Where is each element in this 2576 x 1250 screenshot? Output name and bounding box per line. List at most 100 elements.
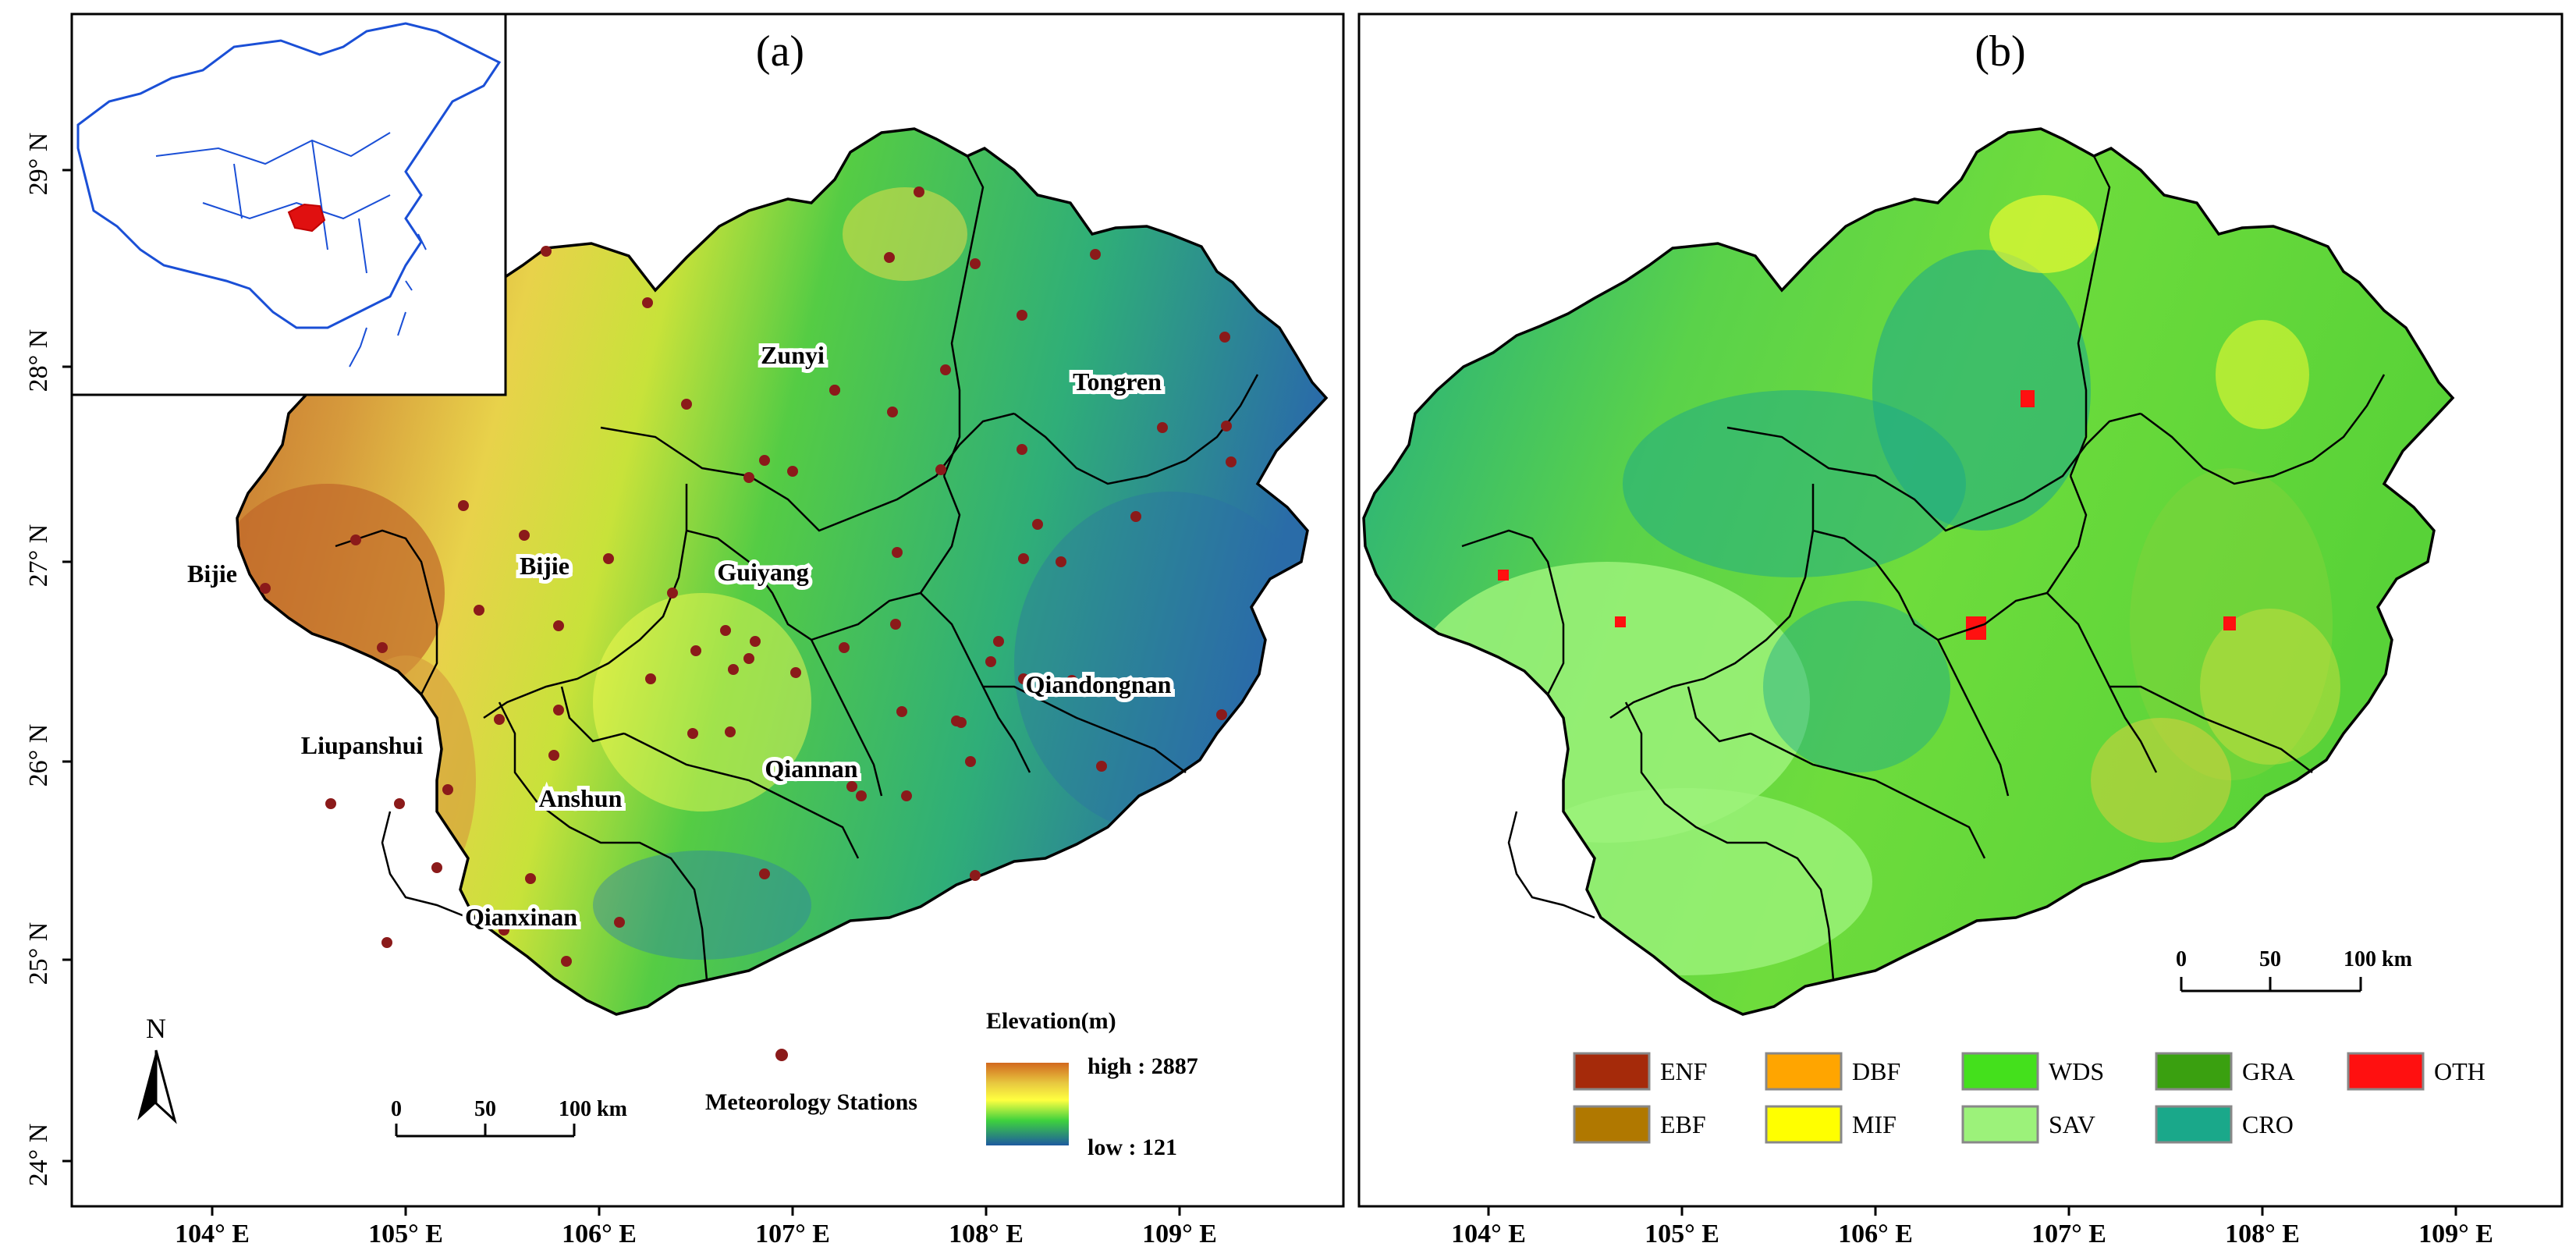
station-point [720, 625, 731, 636]
station-point [935, 464, 946, 475]
panel-a: Zunyi Tongren Bijie Bijie Guiyang Qiando… [24, 12, 1345, 1248]
city-label-qiandongnan: Qiandongnan [1026, 670, 1172, 698]
lat-axis: 29° N 28° N 27° N 26° N 25° N 24° N [24, 133, 72, 1187]
station-point [1130, 511, 1141, 522]
station-point [350, 534, 361, 545]
station-point [681, 399, 692, 410]
legend-label-ebf: EBF [1660, 1110, 1706, 1138]
elevation-low-label: low : 121 [1088, 1135, 1177, 1160]
panel-b: (b) 0 50 100 km ENF EBF DBF MIF WDS [1357, 12, 2564, 1248]
station-point [1018, 673, 1029, 684]
station-point [743, 653, 754, 664]
station-point [1066, 675, 1077, 686]
lon-tick-label: 105° E [368, 1220, 443, 1248]
station-point [553, 705, 564, 716]
station-point [846, 781, 857, 792]
north-arrow: N [137, 1013, 177, 1124]
lon-tick-label: 105° E [1645, 1220, 1719, 1248]
scalebar-tick: 0 [2176, 947, 2187, 971]
station-point [548, 750, 559, 761]
lon-axis-b: 104° E 105° E 106° E 107° E 108° E 109° … [1451, 1206, 2493, 1248]
station-point [896, 706, 907, 717]
lon-tick-label: 104° E [175, 1220, 250, 1248]
legend-swatch-gra [2155, 1052, 2233, 1091]
station-point [884, 252, 895, 263]
station-point [687, 728, 698, 739]
city-label-bijie: Bijie [520, 552, 569, 580]
station-point [325, 798, 336, 809]
station-point [1216, 709, 1227, 720]
prefecture-boundaries-b [1461, 155, 2386, 981]
station-point [260, 583, 271, 594]
station-point [394, 798, 405, 809]
city-label-tongren: Tongren [1073, 368, 1162, 396]
station-point [829, 385, 840, 396]
station-point [645, 673, 656, 684]
city-label-zunyi: Zunyi [761, 341, 825, 369]
station-point [603, 553, 614, 564]
station-point [914, 186, 924, 197]
city-label-anshun: Anshun [539, 784, 623, 812]
station-point [725, 726, 736, 737]
china-province-lines [155, 132, 391, 274]
station-point [1221, 421, 1232, 431]
station-point [541, 246, 552, 257]
legend-swatch-sav [1961, 1105, 2039, 1144]
station-point [839, 642, 850, 653]
lat-tick-label: 29° N [24, 133, 53, 196]
station-point [561, 956, 572, 967]
legend-label-gra: GRA [2242, 1057, 2295, 1085]
station-point [965, 756, 976, 767]
station-point [525, 873, 536, 884]
station-point [787, 466, 798, 477]
station-point [1017, 310, 1027, 321]
scalebar-tick: 100 km [559, 1097, 627, 1121]
station-point [970, 258, 981, 269]
station-point [750, 636, 761, 647]
lat-tick-label: 24° N [24, 1124, 53, 1187]
station-point [743, 472, 754, 483]
station-point [887, 407, 898, 417]
lat-tick-label: 28° N [24, 329, 53, 392]
lon-tick-label: 106° E [1838, 1220, 1913, 1248]
meteorology-stations [260, 186, 1237, 967]
station-point [614, 917, 625, 928]
station-point [759, 868, 770, 879]
station-point [890, 619, 901, 630]
landcover-legend: ENF EBF DBF MIF WDS SAV GRA CRO OTH [1573, 1052, 2486, 1144]
station-point [1226, 456, 1237, 467]
scalebar-a: 0 50 100 km [391, 1097, 627, 1138]
station-point [759, 455, 770, 466]
station-point [474, 605, 484, 616]
station-point [856, 790, 867, 801]
station-point [1219, 332, 1230, 343]
station-point [690, 645, 701, 656]
legend-swatch-cro [2155, 1105, 2233, 1144]
station-point [667, 588, 678, 598]
city-label-guiyang: Guiyang [717, 558, 808, 586]
lon-axis-a: 104° E 105° E 106° E 107° E 108° E 109° … [175, 1206, 1217, 1248]
legend-label-wds: WDS [2049, 1057, 2104, 1085]
city-labels: Zunyi Tongren Bijie Bijie Guiyang Qiando… [183, 337, 1176, 935]
guizhou-highlight [287, 203, 326, 233]
legend-label-cro: CRO [2242, 1110, 2294, 1138]
station-point [642, 297, 653, 308]
legend-swatch-enf [1573, 1052, 1651, 1091]
scalebar-tick: 0 [391, 1097, 402, 1121]
lon-tick-label: 104° E [1451, 1220, 1526, 1248]
station-point [970, 870, 981, 881]
lon-tick-label: 109° E [1142, 1220, 1217, 1248]
legend-label-dbf: DBF [1852, 1057, 1900, 1085]
lon-tick-label: 107° E [2031, 1220, 2106, 1248]
lon-tick-label: 108° E [949, 1220, 1024, 1248]
legend-label-mif: MIF [1852, 1110, 1897, 1138]
legend-swatch-wds [1961, 1052, 2039, 1091]
station-point [1032, 519, 1043, 530]
station-point [377, 642, 388, 653]
panel-a-label: (a) [756, 27, 804, 76]
station-point [519, 530, 530, 541]
north-label: N [146, 1013, 166, 1044]
lon-tick-label: 109° E [2418, 1220, 2493, 1248]
city-label-liupanshui: Liupanshui [301, 731, 424, 759]
